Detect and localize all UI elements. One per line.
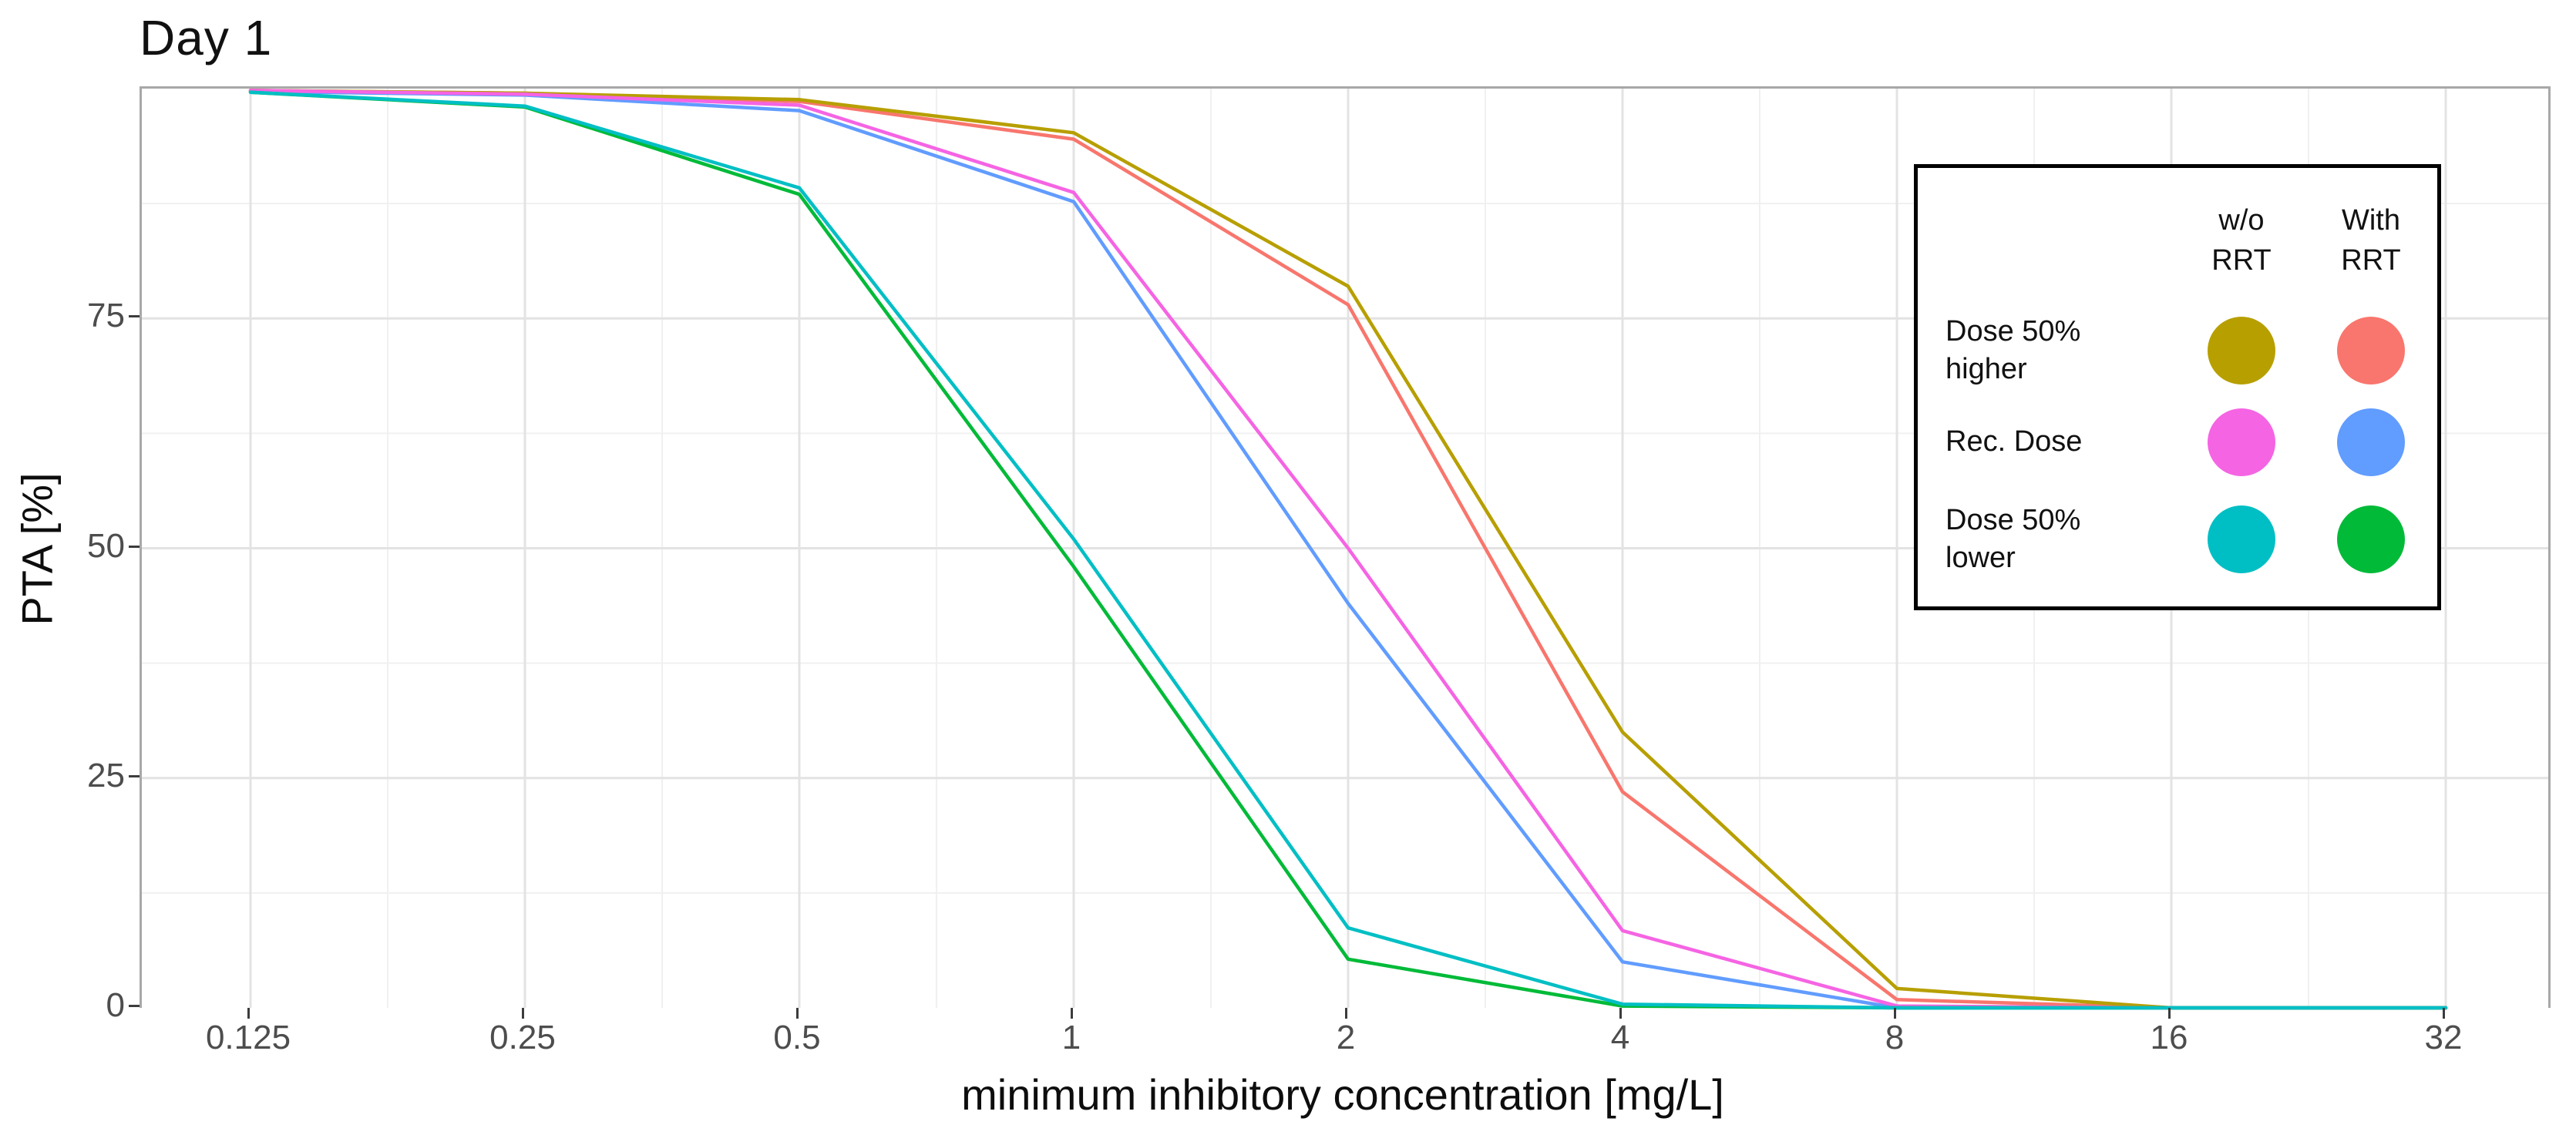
x-tick-label: 0.25 <box>489 1019 556 1056</box>
y-tick-mark <box>129 1005 140 1007</box>
legend-header-line: w/o <box>2218 204 2265 237</box>
legend-row-label-dose-lower: Dose 50% lower <box>1945 503 2081 574</box>
x-tick-label: 4 <box>1610 1019 1630 1056</box>
x-tick-label: 2 <box>1336 1019 1356 1056</box>
y-axis-title: PTA [%] <box>12 472 62 626</box>
y-tick-mark <box>129 774 140 777</box>
x-tick-mark <box>2443 1008 2445 1019</box>
x-tick-mark <box>1071 1008 1073 1019</box>
x-tick-mark <box>1619 1008 1622 1019</box>
legend-row-label-rec-dose: Rec. Dose <box>1945 425 2083 458</box>
y-tick-label: 25 <box>87 756 125 794</box>
legend-dot-rec-wo-rrt <box>2208 408 2275 476</box>
legend-dot-cell <box>2177 488 2306 591</box>
legend-dot-lower-with-rrt <box>2337 505 2405 573</box>
legend-dot-higher-with-rrt <box>2337 317 2405 384</box>
legend-header-line: RRT <box>2211 243 2272 277</box>
x-tick-label: 16 <box>2150 1019 2188 1056</box>
legend-header-line: RRT <box>2341 243 2401 277</box>
legend-header-line: With <box>2342 204 2400 237</box>
legend-dot-cell <box>2177 304 2306 397</box>
legend-dot-cell <box>2306 304 2436 397</box>
legend-dot-cell <box>2177 397 2306 488</box>
y-tick-mark <box>129 315 140 318</box>
x-tick-mark <box>2168 1008 2171 1019</box>
plot-lines-svg <box>142 89 2548 1010</box>
legend-dot-rec-with-rrt <box>2337 408 2405 476</box>
series-line-4 <box>248 90 2448 1010</box>
y-tick-label: 0 <box>106 986 125 1024</box>
x-axis-title: minimum inhibitory concentration [mg/L] <box>961 1070 1724 1119</box>
x-tick-label: 8 <box>1885 1019 1905 1056</box>
legend-dot-lower-wo-rrt <box>2208 505 2275 573</box>
legend-dot-higher-wo-rrt <box>2208 317 2275 384</box>
y-tick-mark <box>129 545 140 548</box>
legend-dot-cell <box>2306 488 2436 591</box>
y-tick-label: 50 <box>87 526 125 565</box>
legend-col-header-wo-rrt: w/o RRT <box>2177 201 2306 280</box>
legend-col-header-with-rrt: With RRT <box>2306 201 2436 280</box>
x-tick-label: 0.125 <box>205 1019 291 1056</box>
x-tick-mark <box>247 1008 250 1019</box>
legend-row-label-dose-higher: Dose 50% higher <box>1945 314 2081 385</box>
x-tick-label: 1 <box>1061 1019 1081 1056</box>
legend: w/o RRT With RRT Dose 50% higher Rec. Do… <box>1914 164 2441 610</box>
chart-title: Day 1 <box>140 10 273 65</box>
series-line-0 <box>248 89 2448 1010</box>
y-tick-label: 75 <box>87 297 125 335</box>
x-tick-label: 32 <box>2424 1019 2463 1056</box>
x-tick-mark <box>1345 1008 1347 1019</box>
x-tick-label: 0.5 <box>773 1019 821 1056</box>
legend-dot-cell <box>2306 397 2436 488</box>
x-tick-mark <box>796 1008 799 1019</box>
x-tick-mark <box>1894 1008 1896 1019</box>
x-tick-mark <box>522 1008 524 1019</box>
